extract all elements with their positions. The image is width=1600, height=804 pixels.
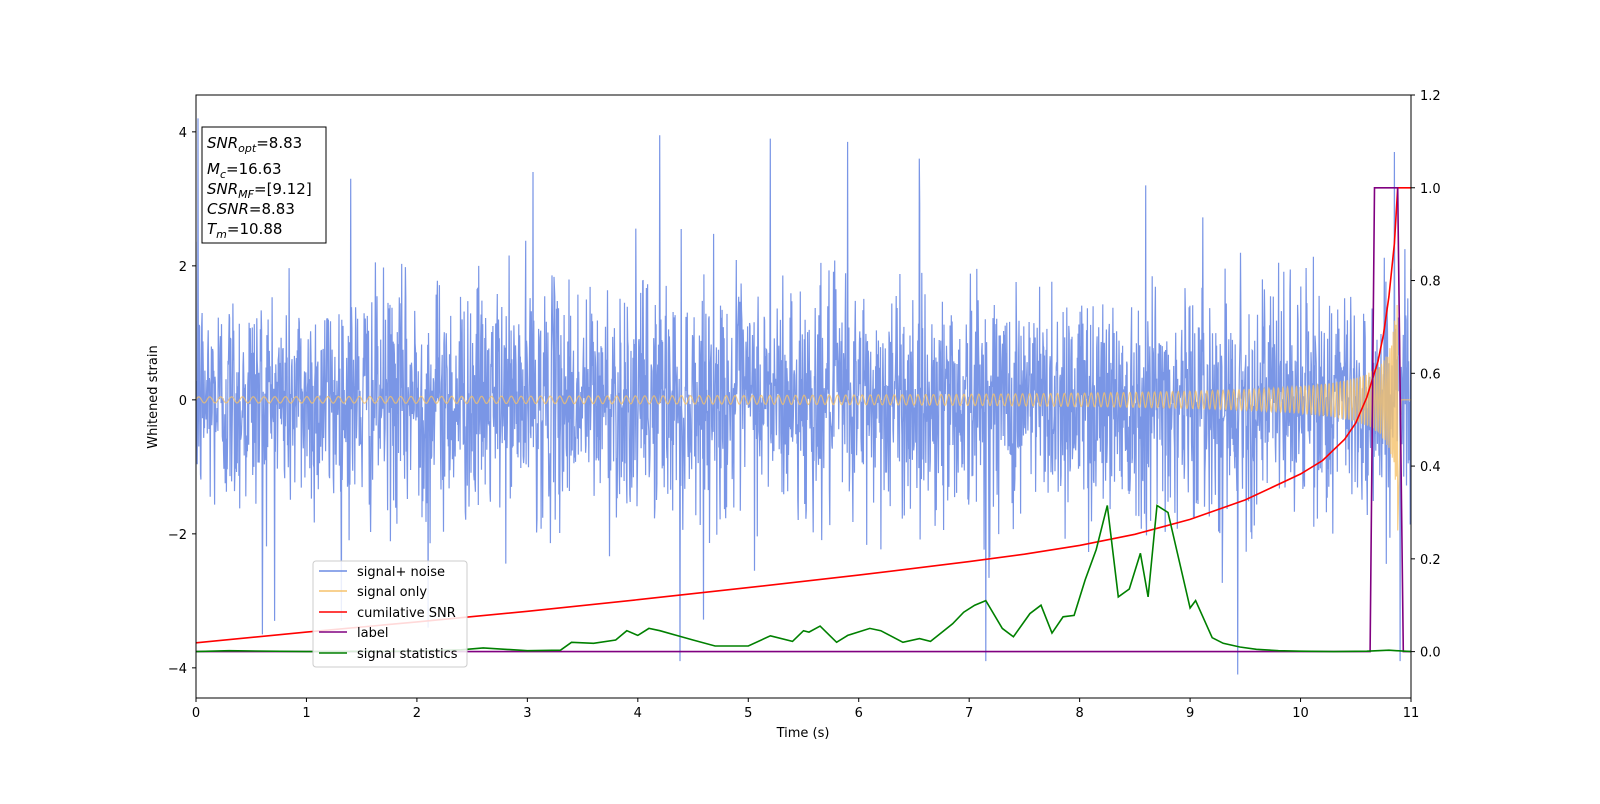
info-box-frame xyxy=(201,126,327,244)
x-tick-label: 7 xyxy=(965,706,973,721)
x-tick-label: 1 xyxy=(302,706,310,721)
info-csnr: CSNR=8.83 xyxy=(207,200,295,218)
plot-frame xyxy=(195,94,1412,699)
info-tm: Tm=10.88 xyxy=(207,220,282,241)
y-tick-label: −2 xyxy=(168,528,187,543)
x-tick-label: 5 xyxy=(744,706,752,721)
x-tick-label: 2 xyxy=(413,706,421,721)
info-box: SNRopt=8.83 Mc=16.63 SNRMF=[9.12] CSNR=8… xyxy=(201,126,327,244)
x-tick-label: 10 xyxy=(1292,706,1309,721)
y-axis-left: 4 2 0 −2 −4 xyxy=(168,126,196,677)
y-tick-label: 4 xyxy=(179,126,187,141)
x-tick-label: 3 xyxy=(523,706,531,721)
series-cumulative-snr xyxy=(196,187,1411,644)
y2-tick-label: 0.8 xyxy=(1420,275,1441,290)
x-tick-label: 4 xyxy=(634,706,642,721)
legend: signal+ noise signal only cumilative SNR… xyxy=(312,560,468,668)
y2-tick-label: 0.4 xyxy=(1420,460,1441,475)
x-tick-label: 8 xyxy=(1075,706,1083,721)
info-snr-mf: SNRMF=[9.12] xyxy=(207,180,312,201)
legend-label-signal-statistics: signal statistics xyxy=(357,647,458,662)
legend-label-label: label xyxy=(357,626,388,641)
info-mc: Mc=16.63 xyxy=(207,160,282,181)
y2-tick-label: 1.2 xyxy=(1420,89,1441,104)
series-layer xyxy=(196,118,1411,675)
series-signal-noise xyxy=(196,118,1411,675)
legend-label-cumulative-snr: cumilative SNR xyxy=(357,606,456,621)
info-snr-opt: SNRopt=8.83 xyxy=(207,134,302,155)
legend-frame xyxy=(312,560,468,668)
y2-tick-label: 1.0 xyxy=(1420,182,1441,197)
x-tick-label: 9 xyxy=(1186,706,1194,721)
x-tick-label: 0 xyxy=(192,706,200,721)
y-tick-label: 0 xyxy=(179,394,187,409)
series-signal-only xyxy=(196,304,1411,531)
x-tick-label: 11 xyxy=(1403,706,1420,721)
y-tick-label: 2 xyxy=(179,260,187,275)
x-axis-label: Time (s) xyxy=(776,726,830,741)
y2-tick-label: 0.6 xyxy=(1420,367,1441,382)
x-axis: 0 1 2 3 4 5 6 7 8 9 10 11 xyxy=(192,698,1419,721)
x-tick-label: 6 xyxy=(855,706,863,721)
y-tick-label: −4 xyxy=(168,662,187,677)
series-signal-statistics xyxy=(196,504,1411,653)
y-axis-right: 1.2 1.0 0.8 0.6 0.4 0.2 0.0 xyxy=(1411,89,1441,661)
legend-label-signal-noise: signal+ noise xyxy=(357,565,445,580)
legend-label-signal-only: signal only xyxy=(357,585,427,600)
y2-tick-label: 0.2 xyxy=(1420,553,1441,568)
y2-tick-label: 0.0 xyxy=(1420,646,1441,661)
y-axis-label: Whitened strain xyxy=(146,345,161,448)
